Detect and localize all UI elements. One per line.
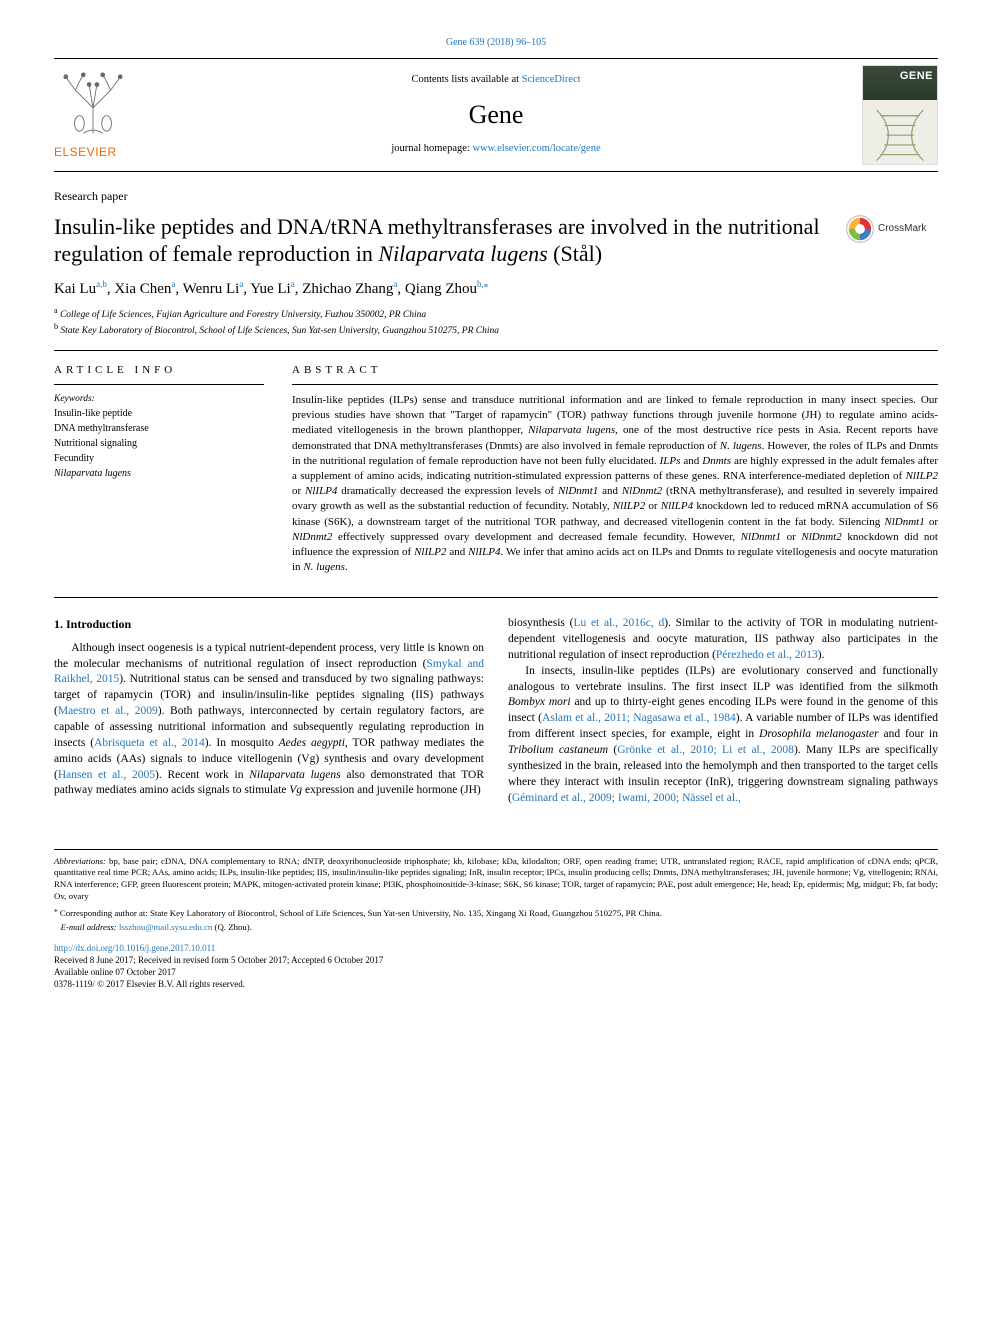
homepage-prefix: journal homepage:	[391, 143, 472, 154]
intro-paragraph: biosynthesis (Lu et al., 2016c, d). Simi…	[508, 616, 938, 664]
crossmark-icon	[846, 215, 874, 243]
email-label: E-mail address:	[61, 922, 117, 932]
doi-link[interactable]: http://dx.doi.org/10.1016/j.gene.2017.10…	[54, 943, 215, 953]
keyword: DNA methyltransferase	[54, 421, 264, 436]
divider	[54, 597, 938, 598]
elsevier-tree-icon	[54, 69, 132, 137]
publisher-block: ELSEVIER	[54, 65, 154, 165]
email-footnote: E-mail address: lsszhou@mail.sysu.edu.cn…	[54, 922, 938, 934]
footnotes: Abbreviations: bp, base pair; cDNA, DNA …	[54, 849, 938, 934]
copyright-line: 0378-1119/ © 2017 Elsevier B.V. All righ…	[54, 978, 938, 990]
journal-title: Gene	[164, 97, 828, 133]
corresponding-footnote: ⁎ Corresponding author at: State Key Lab…	[54, 905, 938, 920]
article-info-head: ARTICLE INFO	[54, 363, 264, 378]
available-line: Available online 07 October 2017	[54, 966, 938, 978]
intro-paragraph: In insects, insulin-like peptides (ILPs)…	[508, 664, 938, 807]
contents-prefix: Contents lists available at	[411, 74, 521, 85]
abstract-divider	[292, 384, 938, 385]
article-info-divider	[54, 384, 264, 385]
keyword: Insulin-like peptide	[54, 406, 264, 421]
crossmark-badge[interactable]: CrossMark	[846, 215, 938, 243]
cover-block: GENE	[838, 65, 938, 165]
affiliations: a College of Life Sciences, Fujian Agric…	[54, 306, 938, 338]
keywords-list: Insulin-like peptide DNA methyltransfera…	[54, 406, 264, 481]
intro-paragraph: Although insect oogenesis is a typical n…	[54, 641, 484, 800]
journal-header: ELSEVIER Contents lists available at Sci…	[54, 58, 938, 172]
intro-heading: 1. Introduction	[54, 616, 484, 633]
email-who: (Q. Zhou).	[212, 922, 252, 932]
title-species: Nilaparvata lugens	[378, 241, 547, 266]
body-columns: 1. Introduction Although insect oogenesi…	[54, 616, 938, 806]
abbrev-label: Abbreviations:	[54, 856, 106, 866]
abstract-text: Insulin-like peptides (ILPs) sense and t…	[292, 393, 938, 575]
keyword: Nilaparvata lugens	[54, 466, 264, 481]
email-link[interactable]: lsszhou@mail.sysu.edu.cn	[119, 922, 212, 932]
author-list: Kai Lua,b, Xia Chena, Wenru Lia, Yue Lia…	[54, 278, 938, 300]
publication-meta: http://dx.doi.org/10.1016/j.gene.2017.10…	[54, 942, 938, 991]
document-type: Research paper	[54, 188, 938, 205]
affiliation-b: b State Key Laboratory of Biocontrol, Sc…	[54, 322, 938, 338]
cover-word: GENE	[900, 69, 933, 84]
homepage-link[interactable]: www.elsevier.com/locate/gene	[472, 143, 600, 154]
received-line: Received 8 June 2017; Received in revise…	[54, 954, 938, 966]
abbreviations-footnote: Abbreviations: bp, base pair; cDNA, DNA …	[54, 856, 938, 904]
sciencedirect-link[interactable]: ScienceDirect	[522, 74, 581, 85]
top-citation-link[interactable]: Gene 639 (2018) 96–105	[446, 37, 546, 48]
abstract-head: ABSTRACT	[292, 363, 938, 378]
divider	[54, 350, 938, 351]
elsevier-wordmark: ELSEVIER	[54, 144, 154, 161]
homepage-line: journal homepage: www.elsevier.com/locat…	[164, 142, 828, 157]
keyword: Nutritional signaling	[54, 436, 264, 451]
crossmark-label: CrossMark	[878, 222, 926, 236]
journal-cover-thumb: GENE	[862, 65, 938, 165]
article-info-column: ARTICLE INFO Keywords: Insulin-like pept…	[54, 363, 264, 575]
dna-helix-icon	[863, 106, 937, 164]
header-center: Contents lists available at ScienceDirec…	[154, 65, 838, 165]
abbrev-text: bp, base pair; cDNA, DNA complementary t…	[54, 856, 938, 902]
title-post: (Stål)	[548, 241, 602, 266]
contents-line: Contents lists available at ScienceDirec…	[164, 73, 828, 88]
abstract-column: ABSTRACT Insulin-like peptides (ILPs) se…	[292, 363, 938, 575]
top-citation: Gene 639 (2018) 96–105	[54, 36, 938, 50]
affiliation-a: a College of Life Sciences, Fujian Agric…	[54, 306, 938, 322]
keywords-label: Keywords:	[54, 393, 264, 406]
paper-title: Insulin-like peptides and DNA/tRNA methy…	[54, 213, 832, 268]
corr-text: Corresponding author at: State Key Labor…	[58, 908, 662, 918]
keyword: Fecundity	[54, 451, 264, 466]
